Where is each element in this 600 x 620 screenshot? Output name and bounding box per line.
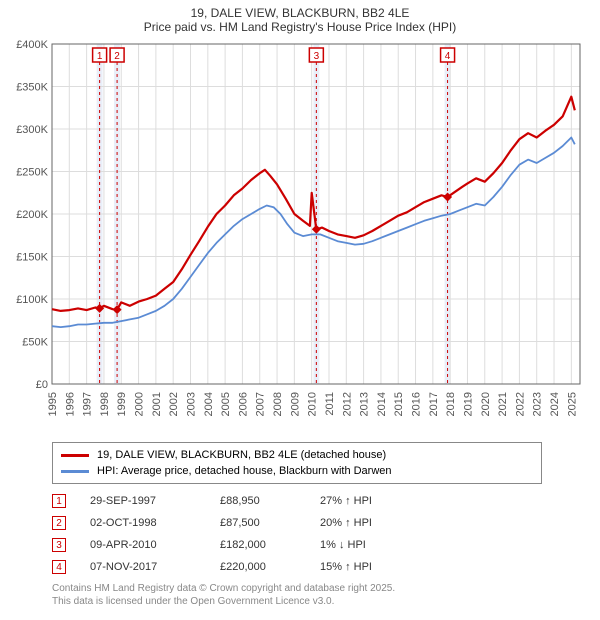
svg-text:2: 2 [114,51,120,62]
footer-line-2: This data is licensed under the Open Gov… [52,595,590,608]
tx-marker-icon: 1 [52,494,66,508]
title-address: 19, DALE VIEW, BLACKBURN, BB2 4LE [10,6,590,20]
tx-marker-icon: 2 [52,516,66,530]
svg-text:£200K: £200K [16,209,48,221]
svg-text:2023: 2023 [532,392,544,416]
svg-text:2000: 2000 [134,392,146,416]
tx-change: 27% ↑ HPI [320,495,420,507]
tx-price: £182,000 [220,539,320,551]
chart-svg: £0 £50K £100K £150K £200K £250K £300K £350K £400… [10,38,590,438]
svg-text:2015: 2015 [393,392,405,416]
svg-text:2012: 2012 [341,392,353,416]
transactions-table: 1 29-SEP-1997£88,95027% ↑ HPI 2 02-OCT-1998… [52,490,590,578]
svg-text:2014: 2014 [376,392,388,416]
legend-label-1: 19, DALE VIEW, BLACKBURN, BB2 4LE (detac… [97,449,386,461]
svg-text:2001: 2001 [151,392,163,416]
svg-text:1995: 1995 [47,392,59,416]
tx-date: 29-SEP-1997 [90,495,220,507]
svg-text:£300K: £300K [16,124,48,136]
svg-text:1997: 1997 [82,392,94,416]
title-subtitle: Price paid vs. HM Land Registry's House … [10,20,590,34]
svg-text:1996: 1996 [64,392,76,416]
tx-date: 07-NOV-2017 [90,561,220,573]
svg-text:2011: 2011 [324,392,336,416]
svg-text:£150K: £150K [16,252,48,264]
table-row: 2 02-OCT-1998£87,50020% ↑ HPI [52,512,590,534]
chart-title: 19, DALE VIEW, BLACKBURN, BB2 4LE Price … [10,6,590,34]
tx-change: 15% ↑ HPI [320,561,420,573]
svg-text:2021: 2021 [497,392,509,416]
legend-label-2: HPI: Average price, detached house, Blac… [97,465,392,477]
svg-text:£350K: £350K [16,82,48,94]
svg-text:3: 3 [314,51,320,62]
svg-text:2003: 2003 [185,392,197,416]
table-row: 1 29-SEP-1997£88,95027% ↑ HPI [52,490,590,512]
svg-text:£400K: £400K [16,39,48,51]
svg-text:2017: 2017 [428,392,440,416]
svg-text:2025: 2025 [566,392,578,416]
tx-price: £88,950 [220,495,320,507]
svg-text:2013: 2013 [359,392,371,416]
tx-price: £220,000 [220,561,320,573]
svg-text:2019: 2019 [462,392,474,416]
svg-text:4: 4 [445,51,451,62]
svg-text:2016: 2016 [411,392,423,416]
svg-text:£0: £0 [36,379,48,391]
tx-marker-icon: 3 [52,538,66,552]
svg-text:1: 1 [97,51,103,62]
tx-price: £87,500 [220,517,320,529]
svg-text:£250K: £250K [16,167,48,179]
svg-text:2007: 2007 [255,392,267,416]
legend-swatch-1 [61,454,89,457]
svg-text:1999: 1999 [116,392,128,416]
svg-text:2022: 2022 [514,392,526,416]
svg-text:2006: 2006 [237,392,249,416]
attribution-footer: Contains HM Land Registry data © Crown c… [52,582,590,608]
svg-text:2005: 2005 [220,392,232,416]
tx-date: 09-APR-2010 [90,539,220,551]
table-row: 4 07-NOV-2017£220,00015% ↑ HPI [52,556,590,578]
table-row: 3 09-APR-2010£182,0001% ↓ HPI [52,534,590,556]
svg-text:2009: 2009 [289,392,301,416]
tx-marker-icon: 4 [52,560,66,574]
legend: 19, DALE VIEW, BLACKBURN, BB2 4LE (detac… [52,442,542,484]
footer-line-1: Contains HM Land Registry data © Crown c… [52,582,590,595]
svg-text:1998: 1998 [99,392,111,416]
svg-text:2018: 2018 [445,392,457,416]
svg-text:2010: 2010 [307,392,319,416]
svg-text:2004: 2004 [203,392,215,416]
tx-date: 02-OCT-1998 [90,517,220,529]
svg-text:2020: 2020 [480,392,492,416]
tx-change: 20% ↑ HPI [320,517,420,529]
svg-text:2002: 2002 [168,392,180,416]
legend-swatch-2 [61,470,89,473]
legend-row-2: HPI: Average price, detached house, Blac… [61,463,533,479]
svg-text:£100K: £100K [16,294,48,306]
legend-row-1: 19, DALE VIEW, BLACKBURN, BB2 4LE (detac… [61,447,533,463]
line-chart: £0 £50K £100K £150K £200K £250K £300K £350K £400… [10,38,590,438]
svg-text:2024: 2024 [549,392,561,416]
svg-text:£50K: £50K [22,337,48,349]
svg-text:2008: 2008 [272,392,284,416]
tx-change: 1% ↓ HPI [320,539,420,551]
